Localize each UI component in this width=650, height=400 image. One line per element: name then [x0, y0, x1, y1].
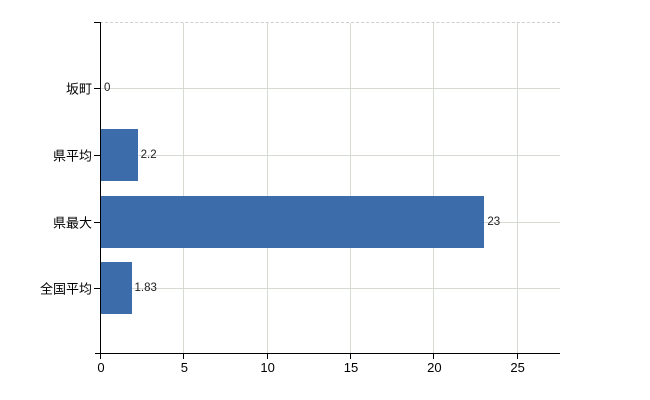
category-label-2: 県最大	[52, 215, 92, 231]
bar-1[interactable]	[101, 129, 138, 181]
value-label-0: 0	[104, 82, 111, 94]
category-label-3: 全国平均	[39, 281, 92, 297]
x-axis-tick	[516, 354, 518, 359]
bar-2[interactable]	[101, 196, 485, 248]
plot-top-border	[100, 22, 560, 23]
vertical-gridline	[516, 23, 518, 353]
y-axis-tick	[94, 88, 100, 89]
y-axis	[100, 22, 101, 358]
x-axis	[95, 353, 560, 354]
x-axis-tick	[433, 354, 435, 359]
vertical-gridline	[266, 23, 268, 353]
category-label-0: 坂町	[65, 81, 92, 97]
x-axis-tick-label: 20	[427, 360, 442, 375]
bar-3[interactable]	[101, 262, 132, 314]
x-axis-tick-label: 15	[343, 360, 359, 375]
x-axis-tick	[266, 354, 268, 359]
category-label-1: 県平均	[52, 148, 92, 164]
horizontal-gridline	[100, 288, 560, 289]
x-axis-tick-label: 10	[260, 360, 275, 375]
plot-area: 0 2.2 23 1.83	[100, 22, 560, 353]
x-axis-tick	[100, 354, 101, 359]
y-axis-tick	[94, 155, 100, 156]
horizontal-gridline	[100, 88, 560, 89]
vertical-gridline	[183, 23, 185, 353]
x-axis-tick-label: 25	[510, 360, 525, 375]
y-axis-tick	[94, 288, 100, 289]
x-axis-tick-label: 0	[97, 360, 105, 375]
vertical-gridline	[350, 23, 351, 353]
value-label-1: 2.2	[140, 149, 157, 161]
x-axis-tick	[183, 354, 185, 359]
x-axis-tick-label: 5	[180, 360, 188, 375]
y-axis-tick	[94, 222, 100, 223]
horizontal-gridline	[100, 155, 560, 156]
value-label-3: 1.83	[134, 282, 157, 294]
y-axis-top-tick	[94, 22, 100, 23]
vertical-gridline	[433, 23, 435, 353]
x-axis-tick	[350, 354, 351, 359]
value-label-2: 23	[487, 216, 501, 228]
